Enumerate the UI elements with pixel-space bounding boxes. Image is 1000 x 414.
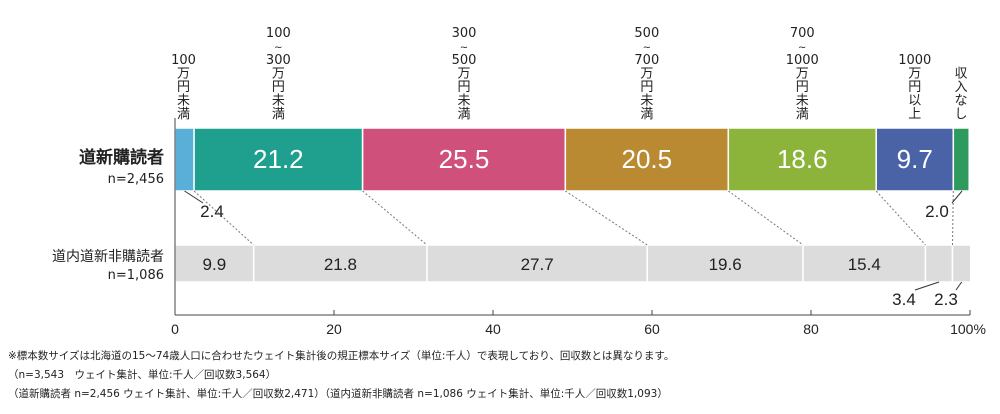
category-header: 300 <box>452 26 477 41</box>
connector-line <box>193 190 255 246</box>
category-header: 満 <box>640 107 653 122</box>
data-label: 15.4 <box>848 255 881 274</box>
category-header: し <box>955 107 968 122</box>
series-n: n=1,086 <box>107 268 164 283</box>
category-header: 上 <box>908 107 921 122</box>
callout-line <box>955 281 963 291</box>
category-header: 万 <box>272 67 285 82</box>
data-label: 21.2 <box>253 144 304 174</box>
x-tick-label: 40 <box>485 321 501 337</box>
category-header: 以 <box>908 94 921 109</box>
data-label: 2.4 <box>200 202 224 221</box>
bar-segment <box>951 244 972 283</box>
data-label: 9.7 <box>897 144 933 174</box>
bar-segment <box>875 127 955 192</box>
category-header: 万 <box>796 67 809 82</box>
x-tick-label: 60 <box>644 321 660 337</box>
category-header: 未 <box>640 94 653 109</box>
bar-segment <box>564 127 730 192</box>
category-header: 入 <box>955 80 968 95</box>
bar-segment <box>727 127 877 192</box>
category-header: 万 <box>177 67 190 82</box>
data-label: 18.6 <box>777 144 828 174</box>
category-header: ~ <box>460 43 468 54</box>
category-header: ~ <box>643 43 651 54</box>
footnote: （道新購読者 n=2,456 ウェイト集計、単位:千人／回収数2,471）（道内… <box>8 388 668 400</box>
category-header: 満 <box>177 107 190 122</box>
bar-segment <box>174 244 255 283</box>
category-header: 未 <box>177 94 190 109</box>
series-name: 道内道新非購読者 <box>52 249 164 265</box>
x-tick-label: 0 <box>171 321 179 337</box>
category-header: な <box>955 94 968 109</box>
category-header: 円 <box>640 80 653 95</box>
category-header: 未 <box>272 94 285 109</box>
x-tick-label: 80 <box>803 321 819 337</box>
bar-segment <box>174 127 195 192</box>
category-header: 未 <box>457 94 470 109</box>
category-header: 万 <box>457 67 470 82</box>
category-header: 万 <box>908 67 921 82</box>
data-label: 25.5 <box>439 144 490 174</box>
x-tick-label: 100% <box>950 321 986 337</box>
category-header: 700 <box>634 53 659 68</box>
category-header: 100 <box>266 26 291 41</box>
data-label: 19.6 <box>709 255 742 274</box>
connector-line <box>362 190 428 246</box>
category-header: 300 <box>266 53 291 68</box>
connector-line <box>565 190 648 246</box>
category-header: 1000 <box>898 53 931 68</box>
callout-line <box>184 190 204 204</box>
callout-line <box>951 190 963 204</box>
data-label: 20.5 <box>622 144 673 174</box>
data-label: 2.0 <box>925 202 949 221</box>
category-header: 満 <box>272 107 285 122</box>
data-label: 2.3 <box>934 290 958 309</box>
category-header: 円 <box>177 80 190 95</box>
connector-line <box>952 190 954 246</box>
connector-line <box>728 190 804 246</box>
series-name: 道新購読者 <box>79 148 164 168</box>
category-header: ~ <box>274 43 282 54</box>
row-label-subscribers: 道新購読者 n=2,456 <box>79 143 164 187</box>
category-header: 700 <box>790 26 815 41</box>
category-header: 満 <box>796 107 809 122</box>
category-header: 1000 <box>786 53 819 68</box>
category-header: 円 <box>908 80 921 95</box>
category-header: 万 <box>640 67 653 82</box>
category-header: 未 <box>796 94 809 109</box>
bar-segment <box>924 244 954 283</box>
footnote: （n=3,543 ウェイト集計、単位:千人／回収数3,564） <box>8 369 277 381</box>
data-label: 21.8 <box>324 255 357 274</box>
bar-segment <box>952 127 970 192</box>
callout-line <box>914 281 940 291</box>
data-label: 27.7 <box>521 255 554 274</box>
series-n: n=2,456 <box>107 172 164 187</box>
category-header: 100 <box>171 53 196 68</box>
x-tick-label: 20 <box>326 321 342 337</box>
category-header: 500 <box>452 53 477 68</box>
category-header: 500 <box>634 26 659 41</box>
bar-segment <box>193 127 364 192</box>
category-header: 円 <box>457 80 470 95</box>
footnote: ※標本数サイズは北海道の15～74歳人口に合わせたウェイト集計後の規正標本サイズ… <box>8 350 675 362</box>
category-header: 満 <box>457 107 470 122</box>
category-header: ~ <box>798 43 806 54</box>
connector-line <box>875 190 926 246</box>
category-header: 円 <box>796 80 809 95</box>
data-label: 3.4 <box>892 290 916 309</box>
data-label: 9.9 <box>203 255 227 274</box>
row-label-nonsubscribers: 道内道新非購読者 n=1,086 <box>52 246 164 283</box>
category-header: 収 <box>955 67 968 82</box>
category-header: 円 <box>272 80 285 95</box>
